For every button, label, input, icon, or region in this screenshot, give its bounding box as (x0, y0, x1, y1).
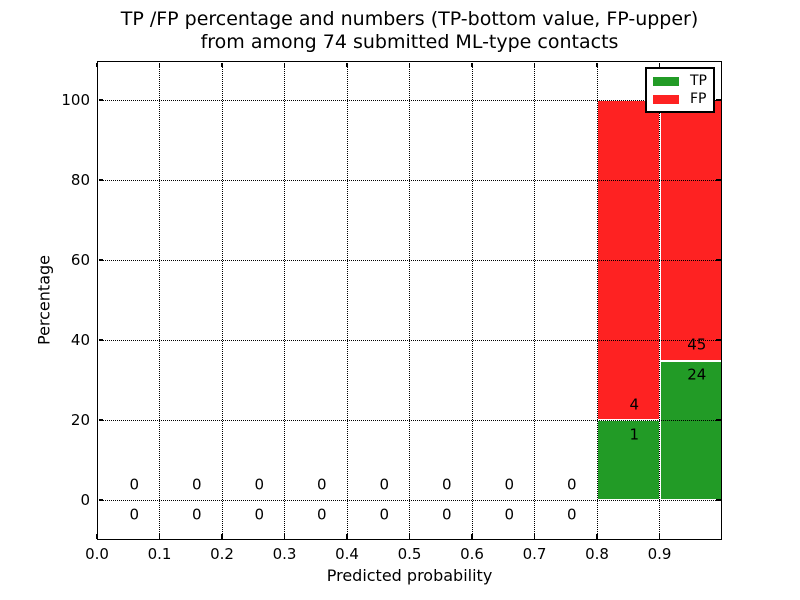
fp-count-label: 0 (504, 475, 515, 493)
x-tick-label: 0.0 (85, 545, 109, 563)
legend-fp-swatch-icon (653, 94, 679, 104)
x-tick-label: 0.7 (522, 545, 547, 563)
tp-count-label: 0 (504, 505, 515, 523)
x-tick-label: 0.9 (647, 545, 672, 563)
fp-count-label: 0 (191, 475, 202, 493)
gridline-horizontal (97, 99, 722, 101)
y-tick-mark-left (98, 99, 103, 101)
x-tick-mark-bottom (533, 534, 536, 539)
x-tick-mark-bottom (408, 534, 411, 539)
x-tick-label: 0.5 (397, 545, 422, 563)
tp-count-label: 0 (566, 505, 577, 523)
x-tick-mark-bottom (471, 534, 473, 539)
tp-count-label: 0 (379, 505, 390, 523)
x-tick-mark-bottom (596, 534, 598, 539)
x-tick-mark-bottom (96, 534, 98, 539)
fp-count-label: 0 (129, 475, 140, 493)
y-tick-mark-right (716, 99, 721, 101)
x-tick-label: 0.6 (460, 545, 484, 563)
x-tick-mark-top (471, 62, 473, 67)
legend-tp-label: TP (690, 73, 707, 89)
plot-area: 0 0 0 0 0 0 0 0 0 0 0 0 0 0 0 0 4 1 45 24 (96, 61, 722, 540)
tp-count-label: 24 (687, 365, 707, 384)
y-tick-mark-right (716, 259, 721, 261)
legend-fp-label: FP (690, 91, 707, 107)
tp-count-label: 0 (129, 505, 140, 523)
fp-count-label: 0 (566, 475, 577, 493)
tp-count-label: 0 (254, 505, 265, 523)
y-tick-mark-right (716, 179, 721, 181)
x-tick-mark-bottom (283, 534, 286, 539)
gridline-vertical (596, 61, 598, 540)
gridline-horizontal (97, 339, 722, 341)
gridline-vertical (284, 61, 285, 540)
gridline-vertical (409, 61, 410, 540)
gridline-horizontal (97, 179, 722, 181)
fp-count-label: 0 (254, 475, 265, 493)
x-axis-label: Predicted probability (326, 566, 493, 585)
y-tick-label: 80 (70, 171, 90, 189)
x-tick-mark-bottom (221, 534, 223, 539)
gridline-vertical (221, 61, 223, 540)
gridline-vertical (159, 61, 160, 540)
legend-entry-tp: TP (653, 73, 707, 89)
gridline-vertical (471, 61, 473, 540)
x-tick-mark-top (658, 62, 661, 67)
x-tick-mark-top (408, 62, 411, 67)
y-tick-mark-right (716, 499, 721, 501)
gridline-horizontal (97, 499, 722, 501)
chart-title-line-1: TP /FP percentage and numbers (TP-bottom… (120, 8, 699, 30)
tp-count-label: 0 (191, 505, 202, 523)
grid-layer (97, 61, 722, 540)
y-tick-mark-left (98, 499, 103, 501)
gridline-horizontal (97, 259, 722, 261)
x-tick-label: 0.2 (210, 545, 234, 563)
tp-count-label: 0 (441, 505, 452, 523)
y-tick-mark-left (98, 339, 103, 341)
gridline-vertical (659, 61, 660, 540)
gridline-vertical (534, 61, 535, 540)
y-tick-label: 60 (70, 251, 90, 269)
x-tick-mark-bottom (346, 534, 348, 539)
x-tick-label: 0.4 (335, 545, 359, 563)
y-tick-mark-left (98, 419, 103, 421)
y-tick-label: 100 (61, 91, 90, 109)
x-tick-mark-top (533, 62, 536, 67)
tick-marks-layer (96, 61, 722, 540)
fp-count-label: 0 (316, 475, 327, 493)
y-tick-label: 40 (70, 331, 90, 349)
legend-entry-fp: FP (653, 91, 707, 107)
bar-labels-layer: 0 0 0 0 0 0 0 0 0 0 0 0 0 0 0 0 4 1 45 24 (97, 61, 722, 540)
y-tick-mark-left (98, 179, 103, 181)
x-tick-label: 0.3 (272, 545, 297, 563)
y-tick-mark-right (716, 339, 721, 341)
x-tick-mark-top (96, 62, 98, 67)
x-tick-label: 0.1 (147, 545, 172, 563)
x-tick-mark-top (283, 62, 286, 67)
y-tick-label: 0 (80, 491, 90, 509)
y-tick-mark-left (98, 259, 103, 261)
x-tick-mark-top (596, 62, 598, 67)
fp-count-label: 45 (687, 335, 707, 354)
legend: TP FP (645, 67, 715, 113)
y-tick-label: 20 (70, 411, 90, 429)
gridline-horizontal (97, 419, 722, 421)
x-tick-label: 0.8 (585, 545, 609, 563)
tp-count-label: 1 (629, 425, 640, 443)
fp-count-label: 0 (379, 475, 390, 493)
x-tick-mark-top (346, 62, 348, 67)
x-tick-mark-top (221, 62, 223, 67)
legend-tp-swatch-icon (653, 76, 679, 86)
x-tick-mark-top (158, 62, 161, 67)
y-tick-mark-right (716, 419, 721, 421)
gridline-vertical (346, 61, 348, 540)
tp-count-label: 0 (316, 505, 327, 523)
chart-title-line-2: from among 74 submitted ML-type contacts (200, 31, 619, 53)
fp-count-label: 4 (629, 395, 640, 413)
x-tick-mark-bottom (658, 534, 661, 539)
fp-count-label: 0 (441, 475, 452, 493)
bars-layer (97, 61, 722, 540)
x-tick-mark-bottom (158, 534, 161, 539)
